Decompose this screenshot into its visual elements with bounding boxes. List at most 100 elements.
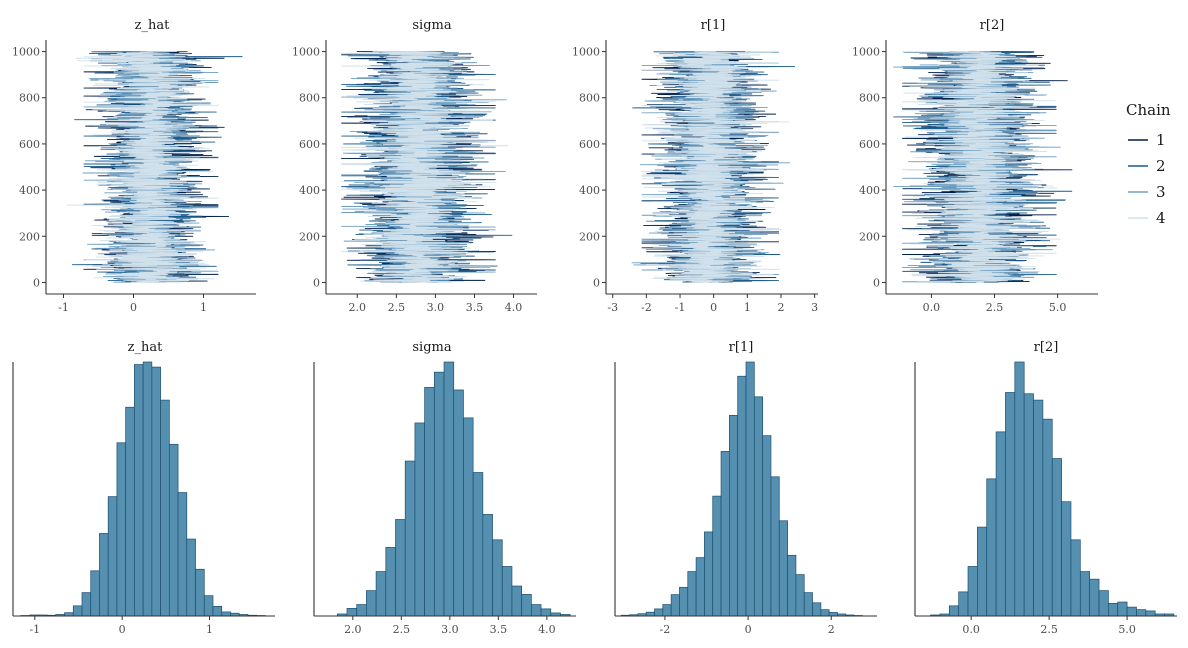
histogram-bar [662, 604, 672, 617]
histogram-bar [540, 608, 552, 617]
histogram-bar [521, 594, 532, 617]
histogram-bar [463, 417, 474, 617]
trace-lines [631, 51, 796, 283]
y-tick-label: 0 [33, 276, 40, 289]
histogram-bar [948, 605, 960, 617]
x-tick-label: 2 [777, 301, 784, 314]
trace-chain-4 [641, 51, 789, 283]
histogram-bar [1042, 418, 1053, 617]
histogram-bar [795, 574, 805, 617]
x-tick-label: 3.5 [466, 301, 484, 314]
y-tick-label: 600 [19, 138, 40, 151]
histogram-bar [107, 496, 118, 617]
histogram-bar [186, 538, 196, 617]
histogram-bar [433, 371, 445, 617]
histogram-bars [20, 361, 266, 617]
histogram-bar [1051, 458, 1062, 617]
legend-label-1: 1 [1156, 131, 1166, 149]
histogram-bar [787, 554, 797, 617]
histogram-bar [81, 592, 92, 617]
histogram-bar [1023, 393, 1034, 617]
x-tick-label: 5.0 [1049, 301, 1067, 314]
x-tick-label: 0 [710, 301, 717, 314]
histogram-bar [375, 571, 387, 617]
x-tick-label: 3.0 [441, 623, 459, 636]
histogram-bar [90, 570, 100, 617]
histogram-bar [1079, 571, 1091, 617]
x-tick-label: 1 [200, 301, 207, 314]
histogram-bar [1014, 361, 1025, 617]
legend-item-1: 1 [1128, 131, 1166, 149]
histogram-bar [346, 608, 358, 617]
histogram-bar [142, 361, 153, 617]
histogram-bar [729, 414, 739, 617]
legend-item-3: 3 [1128, 183, 1166, 201]
histogram-bar [492, 539, 503, 617]
histogram-bar [704, 531, 714, 617]
histogram-bar [414, 422, 425, 617]
panel-title: sigma [412, 340, 451, 355]
histogram-bar [151, 366, 161, 617]
x-tick-label: 0.0 [923, 301, 941, 314]
histogram-bar [116, 442, 127, 617]
x-tick-label: -1 [29, 623, 40, 636]
x-tick-label: 2.0 [344, 623, 362, 636]
legend-label-2: 2 [1156, 157, 1166, 175]
x-tick-label: 2 [828, 623, 835, 636]
histogram-bar [443, 361, 455, 617]
legend-item-2: 2 [1128, 157, 1166, 175]
histogram-bar [687, 571, 697, 617]
histogram-bar [99, 533, 109, 617]
histogram-bar [134, 364, 144, 617]
histogram-bar [195, 568, 205, 617]
y-tick-label: 800 [19, 92, 40, 105]
histogram-bar [168, 443, 179, 617]
histogram-bar [356, 604, 367, 617]
histogram-bar [203, 595, 214, 617]
x-tick-label: 0 [119, 623, 126, 636]
x-tick-label: 2.5 [393, 623, 411, 636]
hist-panel-4: r[2] 0.0 2.5 5.0 [914, 340, 1177, 636]
histogram-bar [995, 431, 1006, 617]
histogram-bar [125, 406, 135, 617]
y-tick-label: 0 [313, 276, 320, 289]
panel-title: r[2] [1034, 340, 1059, 355]
y-tick-label: 800 [859, 92, 880, 105]
chain-legend: Chain 1 2 3 4 [1126, 101, 1171, 227]
histogram-bar [1033, 399, 1044, 617]
histogram-bar [212, 605, 223, 617]
x-tick-label: 0.0 [962, 623, 980, 636]
trace-chain-4 [66, 51, 219, 283]
y-tick-label: 800 [579, 92, 600, 105]
histogram-bar [385, 547, 396, 617]
y-tick-label: 200 [19, 230, 40, 243]
hist-panel-1: z_hat -1 0 1 [12, 340, 275, 636]
histogram-bar [1136, 609, 1147, 617]
y-tick-label: 400 [19, 184, 40, 197]
histogram-bar [1126, 606, 1137, 617]
histogram-bar [1145, 610, 1156, 617]
histogram-bar [1117, 601, 1128, 617]
histogram-bar [762, 435, 772, 617]
trace-lines [66, 51, 243, 283]
histogram-bar [803, 592, 813, 617]
hist-panel-3: r[1] -2 0 2 [614, 340, 877, 636]
histogram-bar [820, 609, 830, 617]
x-tick-label: -2 [660, 623, 671, 636]
histogram-bar [177, 492, 188, 617]
histogram-bar [482, 514, 493, 617]
histogram-bar [453, 389, 464, 617]
histogram-bar [753, 396, 763, 617]
histogram-bar [531, 604, 542, 617]
histogram-bar [1005, 392, 1016, 617]
trace-lines [341, 51, 513, 283]
x-tick-label: 0 [745, 623, 752, 636]
y-tick-label: 0 [873, 276, 880, 289]
histogram-bar [424, 387, 435, 617]
hist-panel-2: sigma 2.0 2.5 3.0 3.5 4.0 [313, 340, 576, 636]
x-tick-label: -1 [58, 301, 69, 314]
panel-title: r[2] [980, 18, 1005, 33]
histogram-bar [745, 361, 755, 617]
x-tick-label: 3.5 [490, 623, 508, 636]
histogram-bar [986, 478, 997, 617]
